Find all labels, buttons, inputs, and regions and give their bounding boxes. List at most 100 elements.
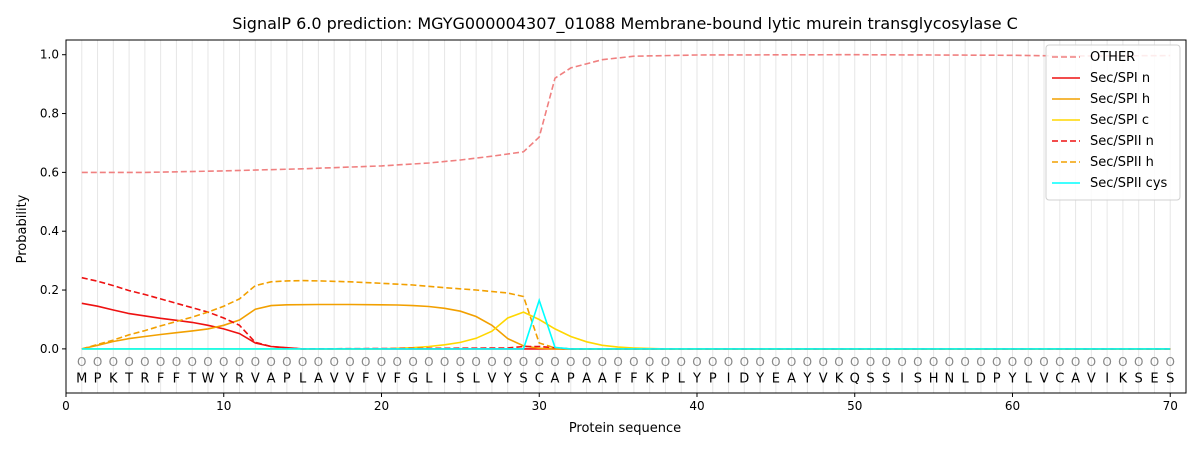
region-marker: O <box>550 355 559 369</box>
residue-label: L <box>1025 371 1033 386</box>
legend-label: Sec/SPI h <box>1090 92 1150 107</box>
region-marker: O <box>913 355 922 369</box>
region-marker: O <box>361 355 370 369</box>
y-tick-label: 0.8 <box>40 107 59 121</box>
residue-label: M <box>76 371 87 386</box>
legend-label: Sec/SPII n <box>1090 134 1154 149</box>
residue-label: Y <box>755 371 764 386</box>
region-marker: O <box>424 355 433 369</box>
region-marker: O <box>345 355 354 369</box>
region-marker: O <box>266 355 275 369</box>
gridlines <box>81 40 1171 393</box>
region-marker: O <box>503 355 512 369</box>
residue-label: S <box>866 371 874 386</box>
region-marker: O <box>487 355 496 369</box>
legend-label: OTHER <box>1090 50 1135 65</box>
region-marker: O <box>203 355 212 369</box>
region-marker: O <box>329 355 338 369</box>
residue-label: V <box>1040 371 1049 386</box>
residue-label: P <box>709 371 717 386</box>
region-marker: O <box>1071 355 1080 369</box>
region-marker: O <box>109 355 118 369</box>
residue-label: L <box>473 371 481 386</box>
region-marker: O <box>882 355 891 369</box>
region-marker: O <box>629 355 638 369</box>
y-tick-label: 0.6 <box>40 165 59 179</box>
residue-label: A <box>582 371 591 386</box>
region-marker: O <box>1087 355 1096 369</box>
residue-label: C <box>535 371 544 386</box>
x-tick-label: 30 <box>532 399 547 413</box>
region-marker: O <box>535 355 544 369</box>
residue-label: V <box>487 371 496 386</box>
residue-label: T <box>187 371 196 386</box>
region-marker: O <box>866 355 875 369</box>
region-marker: O <box>251 355 260 369</box>
y-tick-label: 1.0 <box>40 48 59 62</box>
series-line <box>81 302 1171 350</box>
residue-label: S <box>1135 371 1143 386</box>
y-axis-label: Probability <box>15 194 30 263</box>
region-marker: O <box>676 355 685 369</box>
residue-label: I <box>900 371 904 386</box>
region-marker: O <box>803 355 812 369</box>
residue-label: N <box>945 371 955 386</box>
region-marker: O <box>897 355 906 369</box>
series-line <box>81 303 1171 350</box>
region-marker: O <box>1102 355 1111 369</box>
region-marker: O <box>598 355 607 369</box>
residue-label: A <box>551 371 560 386</box>
x-tick-label: 0 <box>62 399 70 413</box>
residue-label: Y <box>802 371 811 386</box>
plot-frame <box>65 39 1187 394</box>
region-marker: O <box>645 355 654 369</box>
region-marker: O <box>661 355 670 369</box>
region-marker: O <box>945 355 954 369</box>
residue-label: V <box>251 371 260 386</box>
residue-label: D <box>976 371 986 386</box>
residue-label: V <box>377 371 386 386</box>
residue-label: V <box>819 371 828 386</box>
residue-label: K <box>835 371 844 386</box>
residue-label: K <box>1119 371 1128 386</box>
region-marker: O <box>740 355 749 369</box>
residue-label: R <box>140 371 149 386</box>
region-marker: O <box>755 355 764 369</box>
residue-label: G <box>408 371 418 386</box>
region-marker: O <box>235 355 244 369</box>
region-marker: O <box>787 355 796 369</box>
residue-label: P <box>94 371 102 386</box>
residue-label: L <box>962 371 970 386</box>
region-marker: O <box>440 355 449 369</box>
region-marker: O <box>692 355 701 369</box>
region-marker: O <box>1118 355 1127 369</box>
residue-label: F <box>630 371 637 386</box>
region-marker: O <box>929 355 938 369</box>
x-axis-label: Protein sequence <box>569 421 681 436</box>
legend-label: Sec/SPI n <box>1090 71 1150 86</box>
residue-label: V <box>345 371 354 386</box>
region-marker: O <box>1055 355 1064 369</box>
x-tick-label: 40 <box>689 399 704 413</box>
residue-label: H <box>929 371 939 386</box>
region-marker: O <box>377 355 386 369</box>
residue-label: P <box>283 371 291 386</box>
residue-label: F <box>394 371 401 386</box>
legend: OTHER Sec/SPI n Sec/SPI h Sec/SPI c Sec/SPII… <box>1045 44 1181 201</box>
region-marker: O <box>393 355 402 369</box>
region-marker: O <box>771 355 780 369</box>
x-tick-label: 60 <box>1005 399 1020 413</box>
region-marker: O <box>172 355 181 369</box>
region-marker: O <box>976 355 985 369</box>
region-marker: O <box>582 355 591 369</box>
residue-label: A <box>1071 371 1080 386</box>
residue-label: P <box>567 371 575 386</box>
region-marker: O <box>834 355 843 369</box>
region-marker: O <box>298 355 307 369</box>
axis-ticks: 0 10 20 30 40 50 60 70 0.0 0.2 0.4 0.6 0.8 1.0 <box>40 48 1178 413</box>
chart-title: SignalP 6.0 prediction: MGYG000004307_01… <box>232 14 1018 34</box>
residue-label: L <box>678 371 686 386</box>
series-line <box>81 276 1171 350</box>
